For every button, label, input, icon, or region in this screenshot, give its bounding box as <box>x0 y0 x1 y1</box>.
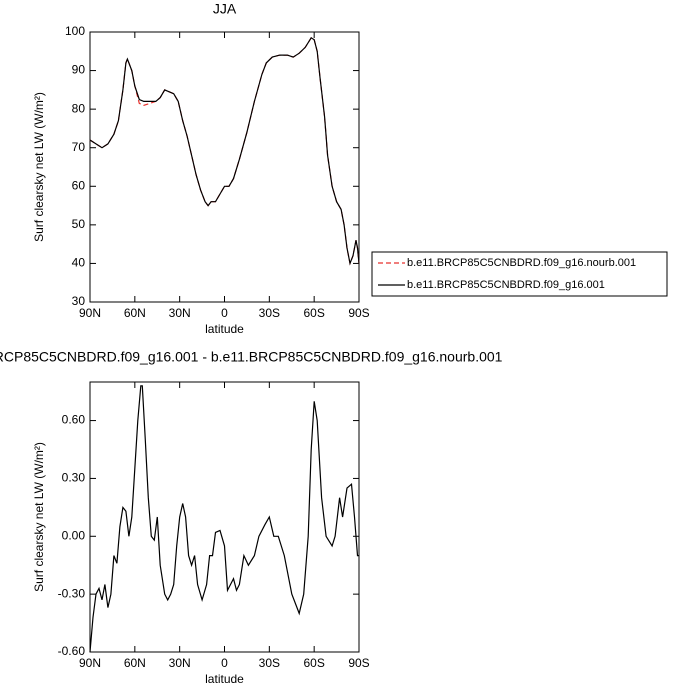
x-tick-label: 90S <box>348 306 369 320</box>
y-tick-label: 80 <box>72 101 86 115</box>
x-tick-label: 90N <box>79 306 101 320</box>
x-tick-label: 60N <box>124 656 146 670</box>
y-axis-label: Surf clearsky net LW (W/m²) <box>32 92 46 242</box>
y-tick-label: 90 <box>72 63 86 77</box>
data-line <box>89 36 360 266</box>
x-tick-label: 60N <box>124 306 146 320</box>
y-tick-label: 60 <box>72 178 86 192</box>
x-tick-label: 90N <box>79 656 101 670</box>
legend-label: b.e11.BRCP85C5CNBDRD.f09_g16.001 <box>407 279 605 291</box>
x-axis-label: latitude <box>205 672 244 686</box>
data-line <box>89 385 359 653</box>
y-tick-label: 0.00 <box>62 528 86 542</box>
x-tick-label: 90S <box>348 656 369 670</box>
chart-title: b.e11.BRCP85C5CNBDRD.f09_g16.001 - b.e11… <box>0 349 503 365</box>
y-tick-label: 0.30 <box>62 471 86 485</box>
x-tick-label: 30N <box>169 306 191 320</box>
x-tick-label: 30N <box>169 656 191 670</box>
y-tick-label: 50 <box>72 217 86 231</box>
plot-frame <box>89 31 360 303</box>
plot-frame <box>89 381 360 653</box>
chart-title: JJA <box>213 1 237 17</box>
x-tick-label: 30S <box>259 306 280 320</box>
y-tick-label: 70 <box>72 140 86 154</box>
x-tick-label: 30S <box>259 656 280 670</box>
data-line <box>89 36 360 266</box>
y-tick-label: -0.60 <box>58 644 86 658</box>
y-tick-label: 0.60 <box>62 413 86 427</box>
x-axis-label: latitude <box>205 322 244 336</box>
y-axis-label: Surf clearsky net LW (W/m²) <box>32 442 46 592</box>
y-tick-label: 100 <box>65 24 85 38</box>
x-tick-label: 0 <box>221 656 228 670</box>
legend-box <box>371 251 668 297</box>
x-tick-label: 60S <box>303 656 324 670</box>
x-tick-label: 0 <box>221 306 228 320</box>
y-tick-label: -0.30 <box>58 586 86 600</box>
y-tick-label: 40 <box>72 256 86 270</box>
y-tick-label: 30 <box>72 294 86 308</box>
x-tick-label: 60S <box>303 306 324 320</box>
legend-label: b.e11.BRCP85C5CNBDRD.f09_g16.nourb.001 <box>407 257 636 269</box>
